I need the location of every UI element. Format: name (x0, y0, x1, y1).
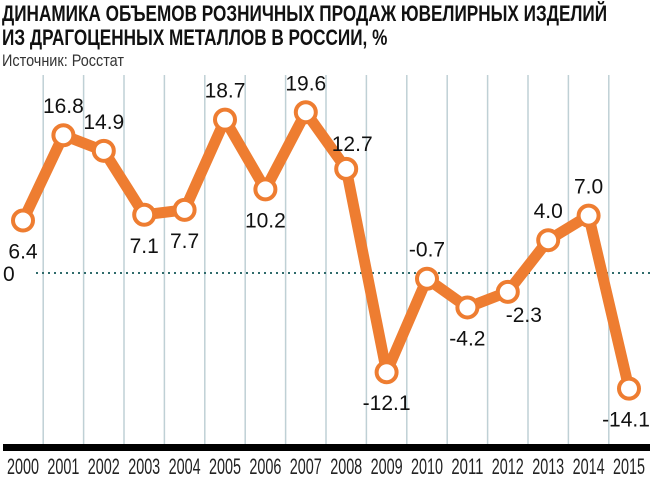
series-line (18, 106, 635, 390)
data-label-2002: 14.9 (83, 111, 124, 134)
x-tick-label: 2002 (88, 454, 120, 479)
data-point-2006 (253, 177, 278, 202)
chart-title-line-1: ДИНАМИКА ОБЪЕМОВ РОЗНИЧНЫХ ПРОДАЖ ЮВЕЛИР… (2, 1, 608, 26)
x-tick-label: 2004 (169, 454, 201, 479)
chart-title-line-2: ИЗ ДРАГОЦЕННЫХ МЕТАЛЛОВ В РОССИИ, % (2, 25, 388, 50)
data-point-2008 (334, 156, 359, 181)
data-label-2003: 7.1 (130, 235, 159, 258)
data-point-2013 (536, 228, 561, 253)
data-point-2003 (132, 202, 157, 227)
data-point-2007 (293, 100, 318, 125)
data-label-2009: -12.1 (363, 392, 411, 415)
data-label-2011: -4.2 (449, 327, 485, 350)
x-tick-label: 2000 (7, 454, 39, 479)
data-label-2004: 7.7 (170, 230, 199, 253)
data-label-2001: 16.8 (43, 95, 84, 118)
chart-source: Источник: Росстат (2, 51, 125, 70)
data-label-2014: 7.0 (574, 176, 603, 199)
x-tick-label: 2007 (290, 454, 322, 479)
data-label-2008: 12.7 (332, 133, 373, 156)
x-tick-label: 2005 (209, 454, 241, 479)
data-point-2002 (91, 138, 116, 163)
x-tick-label: 2013 (532, 454, 564, 479)
x-tick-label: 2008 (330, 454, 362, 479)
data-point-2015 (617, 376, 641, 401)
data-point-2005 (213, 107, 237, 132)
data-label-2005: 18.7 (205, 80, 246, 103)
data-point-2010 (415, 266, 439, 291)
data-point-2011 (455, 295, 480, 320)
zero-label: 0 (3, 263, 15, 286)
data-point-2009 (374, 360, 399, 385)
data-label-2012: -2.3 (506, 304, 542, 327)
data-point-2000 (11, 208, 35, 233)
chart-title: ДИНАМИКА ОБЪЕМОВ РОЗНИЧНЫХ ПРОДАЖ ЮВЕЛИР… (2, 2, 607, 50)
data-point-2012 (495, 279, 520, 304)
data-point-2001 (51, 123, 76, 148)
x-tick-label: 2009 (371, 454, 403, 479)
data-label-2015: -14.1 (602, 409, 650, 432)
x-tick-label: 2015 (613, 454, 645, 479)
x-tick-label: 2011 (451, 454, 483, 479)
data-label-2007: 19.6 (285, 72, 326, 95)
x-tick-label: 2003 (128, 454, 160, 479)
data-label-2006: 10.2 (245, 209, 286, 232)
data-point-2004 (172, 197, 197, 222)
x-axis-bar (3, 444, 650, 451)
x-tick-label: 2001 (47, 454, 79, 479)
x-tick-label: 2010 (411, 454, 443, 479)
x-tick-label: 2014 (573, 454, 605, 479)
data-label-2010: -0.7 (409, 239, 445, 262)
data-label-2013: 4.0 (534, 200, 563, 223)
data-point-2014 (576, 203, 601, 228)
data-label-2000: 6.4 (8, 241, 38, 264)
x-tick-label: 2012 (492, 454, 524, 479)
x-tick-label: 2006 (249, 454, 281, 479)
